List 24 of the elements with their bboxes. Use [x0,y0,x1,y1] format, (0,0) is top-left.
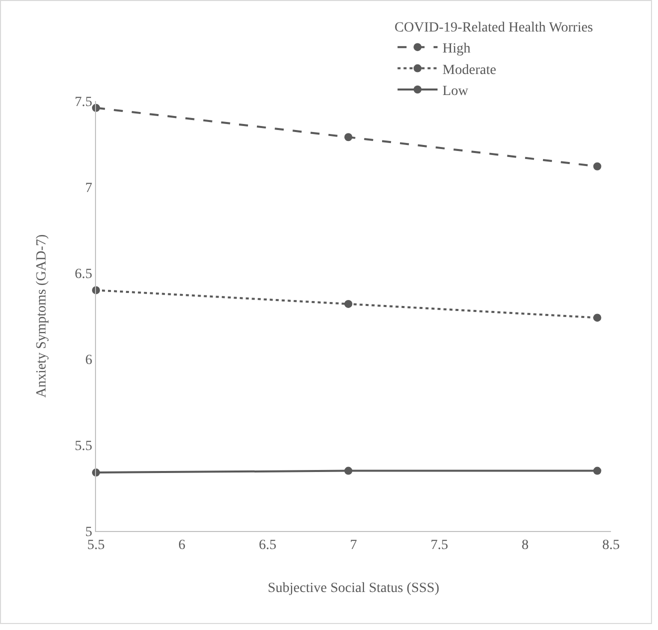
point [593,314,602,322]
y-tick-label: 7.5 [74,94,92,110]
y-tick-label: 6.5 [74,266,92,282]
x-tick-label: 7.5 [430,538,448,553]
legend-label: High [442,42,471,57]
legend-label: Moderate [442,62,496,78]
x-axis-title: Subjective Social Status (SSS) [268,581,440,596]
point [344,300,352,308]
legend-label: Low [442,84,470,99]
y-tick-label: 6 [85,352,92,368]
x-tick-label: 6 [178,538,186,553]
point [344,133,352,142]
x-tick-label: 8 [522,538,529,553]
y-tick-label: 7 [85,180,92,196]
y-tick-label: 5.5 [74,438,92,454]
point [593,162,602,170]
y-tick-label: 5 [85,524,92,540]
x-tick-label: 6.5 [258,538,276,553]
point [344,466,352,475]
x-tick-label: 8.5 [602,538,620,553]
point [593,466,602,475]
legend-title: COVID-19-Related Health Worries [394,20,594,36]
y-axis-title: Anxiety Symptoms (GAD-7) [34,234,50,398]
x-tick-label: 7 [350,538,357,553]
